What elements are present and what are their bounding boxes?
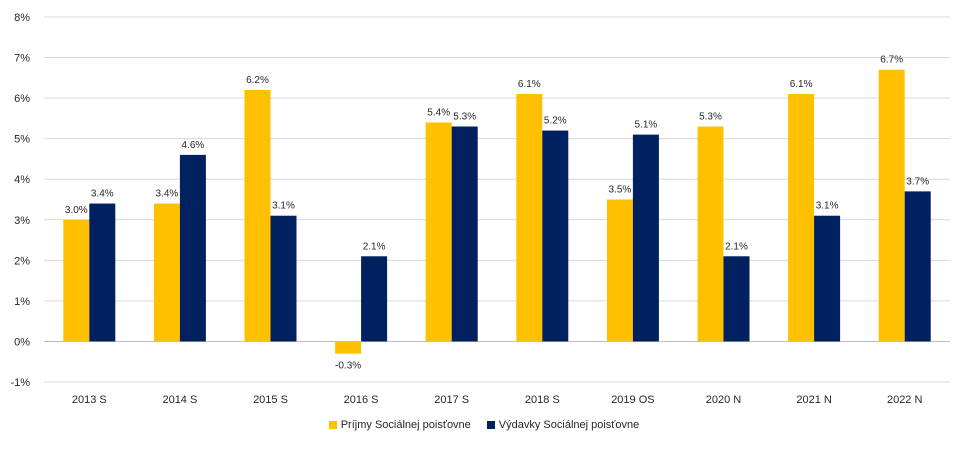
bar-vydavky xyxy=(451,126,478,342)
data-label: 2.1% xyxy=(363,241,386,252)
bars xyxy=(63,69,931,354)
bar-prijmy xyxy=(788,94,815,342)
data-label: 5.3% xyxy=(453,112,476,123)
data-label: 2.1% xyxy=(725,241,748,252)
legend-swatch-prijmy xyxy=(328,421,337,429)
data-label: 6.1% xyxy=(518,79,541,90)
x-axis-ticks: 2013 S 2014 S 2015 S 2016 S 2017 S 2018 S 2019… xyxy=(72,394,923,406)
data-label: 5.2% xyxy=(544,116,567,127)
x-tick-label: 2021 N xyxy=(796,394,832,406)
y-tick-label: 5% xyxy=(14,134,30,146)
legend-item-vydavky: Výdavky Sociálnej poisťovne xyxy=(486,419,640,431)
data-label: 5.4% xyxy=(427,107,450,118)
x-tick-label: 2022 N xyxy=(887,394,923,406)
data-labels: 3.0%3.4% 3.4%4.6%6.2%3.1%-0.3%2.1%5.4% 5.3… xyxy=(65,55,929,372)
data-label: 6.2% xyxy=(246,75,269,86)
y-tick-label: 6% xyxy=(14,93,30,105)
bar-vydavky xyxy=(89,203,116,342)
data-label: 6.7% xyxy=(880,55,903,66)
data-label: 3.0% xyxy=(65,205,88,216)
x-tick-label: 2014 S xyxy=(162,394,197,406)
bar-prijmy xyxy=(516,94,543,342)
y-axis-ticks: -1% 0% 1% 2% 3% 4% 5% 6% 7% 8% xyxy=(10,12,30,389)
bar-prijmy xyxy=(335,341,362,354)
y-tick-label: 7% xyxy=(14,53,30,65)
legend-label-prijmy: Príjmy Sociálnej poisťovne xyxy=(340,419,471,431)
bar-prijmy xyxy=(153,203,180,342)
data-label: 3.7% xyxy=(906,176,929,187)
bar-prijmy xyxy=(878,69,905,342)
data-label: 4.6% xyxy=(182,140,205,151)
bar-vydavky xyxy=(904,191,931,342)
bar-vydavky xyxy=(179,154,206,342)
bar-prijmy xyxy=(606,199,633,342)
data-label: 5.3% xyxy=(699,112,722,123)
x-tick-label: 2015 S xyxy=(253,394,288,406)
data-label: 3.4% xyxy=(156,189,179,200)
x-tick-label: 2019 OS xyxy=(611,394,654,406)
y-tick-label: -1% xyxy=(10,377,30,389)
bar-vydavky xyxy=(542,130,569,342)
bar-vydavky xyxy=(814,215,841,342)
data-label: 3.5% xyxy=(609,185,632,196)
data-label: 6.1% xyxy=(790,79,813,90)
data-label: 3.1% xyxy=(272,201,295,212)
bar-vydavky xyxy=(361,256,388,342)
bar-prijmy xyxy=(697,126,724,342)
bar-vydavky xyxy=(632,134,659,342)
y-tick-label: 0% xyxy=(14,336,30,348)
data-label: 3.4% xyxy=(91,189,114,200)
y-tick-label: 2% xyxy=(14,255,30,267)
bar-prijmy xyxy=(244,90,271,342)
y-tick-label: 3% xyxy=(14,215,30,227)
x-tick-label: 2013 S xyxy=(72,394,107,406)
data-label: -0.3% xyxy=(335,361,361,372)
bar-vydavky xyxy=(270,215,297,342)
x-tick-label: 2018 S xyxy=(525,394,560,406)
y-tick-label: 8% xyxy=(14,12,30,24)
data-label: 3.1% xyxy=(816,201,839,212)
bar-vydavky xyxy=(723,256,750,342)
y-tick-label: 1% xyxy=(14,296,30,308)
x-tick-label: 2016 S xyxy=(344,394,379,406)
legend-item-prijmy: Príjmy Sociálnej poisťovne xyxy=(328,419,471,431)
y-tick-label: 4% xyxy=(14,174,30,186)
legend-swatch-vydavky xyxy=(486,421,495,429)
legend-label-vydavky: Výdavky Sociálnej poisťovne xyxy=(498,419,640,431)
bar-prijmy xyxy=(63,219,90,342)
legend: Príjmy Sociálnej poisťovne Výdavky Sociá… xyxy=(0,419,968,431)
data-label: 5.1% xyxy=(635,120,658,131)
x-tick-label: 2020 N xyxy=(706,394,742,406)
x-tick-label: 2017 S xyxy=(434,394,469,406)
bar-prijmy xyxy=(425,122,452,342)
